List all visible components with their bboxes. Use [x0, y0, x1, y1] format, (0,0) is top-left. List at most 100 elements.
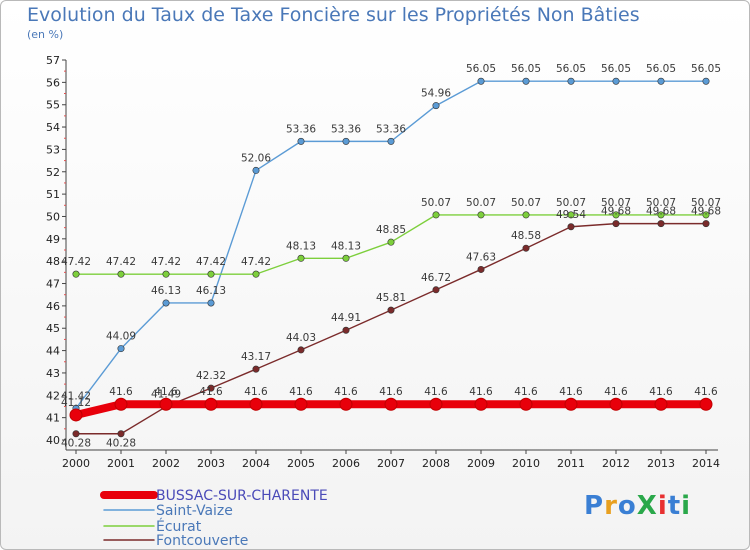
data-point	[429, 397, 443, 411]
data-label: 46.13	[196, 285, 226, 297]
logo-letter: i	[681, 491, 692, 521]
data-label: 41.6	[379, 386, 403, 398]
data-label: 42.32	[196, 370, 226, 382]
data-point	[522, 77, 530, 85]
data-label: 48.13	[331, 240, 361, 252]
data-point	[297, 346, 305, 354]
data-point	[69, 408, 83, 422]
data-label: 48.13	[286, 240, 316, 252]
data-point	[567, 77, 575, 85]
data-label: 45.81	[376, 292, 406, 304]
data-label: 49.68	[691, 206, 721, 218]
data-point	[162, 299, 170, 307]
data-label: 50.07	[466, 197, 496, 209]
data-point	[432, 102, 440, 110]
x-tick-label: 2003	[197, 457, 225, 470]
logo-letter: X	[636, 491, 658, 521]
data-label: 41.6	[694, 386, 718, 398]
data-point	[612, 77, 620, 85]
data-label: 41.6	[289, 386, 313, 398]
data-point	[387, 306, 395, 314]
data-label: 56.05	[646, 63, 676, 75]
data-point	[207, 270, 215, 278]
legend-entry: Écurat	[156, 518, 202, 535]
data-point	[612, 211, 620, 219]
data-label: 41.12	[61, 397, 91, 409]
data-label: 53.36	[331, 123, 361, 135]
data-point	[252, 365, 260, 373]
x-tick-label: 2013	[647, 457, 675, 470]
data-label: 47.42	[241, 256, 271, 268]
data-label: 41.6	[334, 386, 358, 398]
y-tick-label: 52	[46, 166, 60, 179]
data-point	[477, 77, 485, 85]
y-tick-label: 57	[46, 54, 60, 67]
y-tick-label: 49	[46, 233, 60, 246]
data-point	[72, 270, 80, 278]
data-label: 41.6	[559, 386, 583, 398]
logo-letter: P	[584, 491, 605, 521]
data-point	[519, 397, 533, 411]
data-point	[72, 430, 80, 438]
data-point	[477, 265, 485, 273]
logo-letter: i	[657, 491, 668, 521]
y-tick-label: 46	[46, 300, 60, 313]
data-label: 40.28	[61, 438, 91, 450]
y-tick-label: 54	[46, 121, 60, 134]
data-point	[384, 397, 398, 411]
data-label: 50.07	[511, 197, 541, 209]
data-point	[294, 397, 308, 411]
x-tick-label: 2004	[242, 457, 270, 470]
x-tick-label: 2009	[467, 457, 495, 470]
data-point	[297, 137, 305, 145]
data-point	[249, 397, 263, 411]
x-tick-label: 2002	[152, 457, 180, 470]
y-axis-unit-label: (en %)	[27, 28, 64, 41]
data-point	[432, 211, 440, 219]
y-tick-label: 47	[46, 278, 60, 291]
data-label: 47.42	[151, 256, 181, 268]
x-tick-label: 2007	[377, 457, 405, 470]
data-label: 41.6	[109, 386, 133, 398]
data-label: 49.68	[601, 206, 631, 218]
x-tick-label: 2008	[422, 457, 450, 470]
data-point	[117, 345, 125, 353]
x-tick-label: 2001	[107, 457, 135, 470]
data-point	[612, 220, 620, 228]
data-point	[159, 397, 173, 411]
data-point	[702, 211, 710, 219]
data-point	[567, 211, 575, 219]
data-point	[342, 254, 350, 262]
data-label: 41.6	[649, 386, 673, 398]
data-label: 53.36	[376, 123, 406, 135]
y-tick-label: 44	[46, 345, 60, 358]
data-label: 44.03	[286, 332, 316, 344]
y-tick-label: 48	[46, 255, 60, 268]
data-point	[522, 244, 530, 252]
data-point	[657, 211, 665, 219]
data-label: 44.91	[331, 312, 361, 324]
data-label: 50.07	[691, 197, 721, 209]
y-tick-label: 42	[46, 389, 60, 402]
data-point	[609, 397, 623, 411]
data-label: 48.85	[376, 224, 406, 236]
data-point	[564, 397, 578, 411]
data-label: 40.28	[106, 438, 136, 450]
data-label: 44.09	[106, 331, 136, 343]
x-tick-label: 2006	[332, 457, 360, 470]
data-point	[657, 77, 665, 85]
y-tick-label: 45	[46, 322, 60, 335]
data-label: 56.05	[556, 63, 586, 75]
data-point	[252, 166, 260, 174]
data-point	[117, 270, 125, 278]
data-label: 52.06	[241, 152, 271, 164]
data-label: 41.6	[469, 386, 493, 398]
data-label: 41.6	[244, 386, 268, 398]
chart-title: Evolution du Taux de Taxe Foncière sur l…	[27, 4, 640, 26]
data-label: 46.72	[421, 272, 451, 284]
data-point	[702, 77, 710, 85]
data-label: 41.49	[151, 389, 181, 401]
y-tick-label: 56	[46, 76, 60, 89]
data-point	[567, 223, 575, 231]
